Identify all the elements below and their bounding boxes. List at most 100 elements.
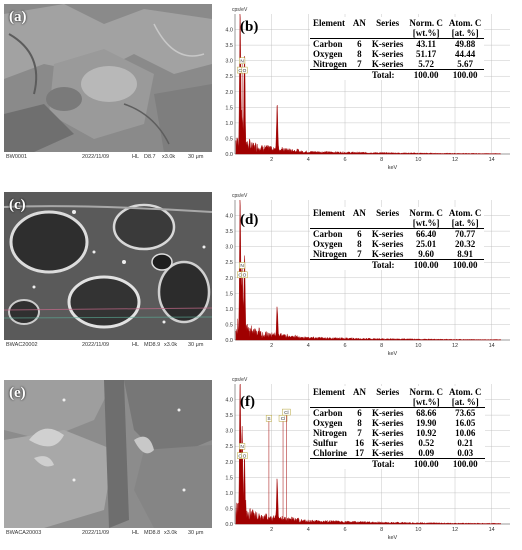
table-subheader (350, 397, 370, 408)
sem-date: 2022/11/09 (82, 530, 110, 536)
eds-spectrum-b: 0.0 0.5 1.0 1.5 2.0 2.5 3.0 3.5 4.0 2 4 6 8 10 12 14 cps… (218, 4, 518, 174)
table-cell: 51.17 (415, 49, 437, 59)
sem-magnification: x3.0k (164, 530, 178, 536)
y-tick-label: 1.0 (225, 307, 233, 313)
table-subheader: [wt.%] (406, 397, 447, 408)
table-total-cell: 100.00 (445, 259, 485, 270)
sem-scale-bar: 30 μm (188, 342, 204, 348)
table-row: Sulfur 16 K-series 0.52 0.21 (310, 438, 485, 448)
sem-image-id: BWAC20002 (6, 342, 38, 348)
table-total-cell: 100.00 (446, 458, 485, 469)
x-tick-label: 14 (489, 527, 495, 533)
table-cell: 7 (357, 59, 362, 69)
y-tick-label: 1.0 (225, 121, 233, 127)
peak-label-box (241, 66, 248, 74)
table-total-cell: 100.00 (445, 69, 485, 80)
table-row: Oxygen 8 K-series 19.90 16.05 (310, 418, 485, 428)
x-axis-label: keV (388, 165, 398, 171)
eds-spectrum-f: 0.0 0.5 1.0 1.5 2.0 2.5 3.0 3.5 4.0 2 4 6 8 10 12 14 cps… (218, 374, 518, 544)
table-cell: 5.72 (418, 59, 434, 69)
table-cell: 10.06 (455, 428, 476, 438)
table-cell: 5.67 (457, 59, 473, 69)
sem-image-id: BW0001 (6, 154, 28, 160)
peak-label: Cl (281, 416, 286, 422)
x-tick-label: 14 (489, 157, 495, 163)
table-subheader (368, 218, 407, 229)
table-subheader (310, 28, 350, 39)
table-header: Atom. C (448, 18, 482, 28)
x-tick-label: 8 (380, 527, 383, 533)
panel-letter-b: (b) (240, 19, 259, 35)
y-tick-label: 2.5 (225, 260, 233, 266)
table-row: Carbon 6 K-series 66.40 70.77 (310, 229, 484, 240)
x-tick-label: 4 (307, 343, 310, 349)
table-total-cell: 100.00 (406, 458, 447, 469)
y-tick-label: 4.0 (225, 398, 233, 404)
spectrum-series (235, 13, 502, 155)
y-axis-label: cps/eV (232, 7, 248, 13)
peak-label: C (238, 453, 242, 459)
peak-label-box (282, 408, 291, 416)
table-row: Oxygen 8 K-series 51.17 44.44 (310, 49, 484, 59)
table-subheader (369, 397, 407, 408)
table-cell: K-series (371, 59, 404, 69)
peak-label-box (239, 57, 246, 65)
x-axis-label: keV (388, 535, 398, 541)
table-cell: 6 (357, 408, 362, 418)
eds-table-d: Element AN Series Norm. C Atom. C [wt.%] [at. … (310, 207, 485, 270)
table-subheader: [wt.%] (406, 218, 446, 229)
table-header: Element (313, 387, 345, 397)
table-cell: 7 (357, 249, 362, 259)
table-cell: Oxygen (313, 49, 343, 59)
y-tick-label: 0.0 (225, 522, 233, 528)
x-tick-label: 2 (270, 527, 273, 533)
sem-working-distance: MD8.8 (144, 530, 161, 536)
peak-label: C (238, 68, 242, 74)
table-cell: 73.65 (455, 408, 476, 418)
y-axis-label: cps/eV (232, 377, 248, 383)
x-tick-label: 4 (307, 157, 310, 163)
table-total-cell: 100.00 (406, 69, 446, 80)
panel-letter-f: (f) (240, 394, 255, 410)
sem-image-id: BWACA20003 (6, 530, 42, 536)
table-cell: 70.77 (454, 229, 476, 239)
y-tick-label: 2.5 (225, 74, 233, 80)
peak-label: O (243, 453, 247, 459)
table-cell: 8 (357, 49, 362, 59)
y-tick-label: 0.5 (225, 322, 233, 328)
x-tick-label: 10 (415, 343, 421, 349)
y-tick-label: 3.0 (225, 245, 233, 251)
x-axis-label: keV (388, 351, 398, 357)
table-header: Atom. C (448, 208, 482, 218)
eds-spectrum-d: 0.0 0.5 1.0 1.5 2.0 2.5 3.0 3.5 4.0 2 4 6 8 10 12 14 cps… (218, 190, 518, 360)
panel-letter-a: (a) (9, 9, 27, 25)
table-cell: 19.90 (416, 418, 437, 428)
x-tick-label: 6 (343, 343, 346, 349)
y-tick-label: 1.5 (225, 105, 233, 111)
peak-label-box (265, 415, 272, 422)
table-cell: 16 (355, 438, 365, 448)
x-tick-label: 2 (270, 343, 273, 349)
table-cell: Oxygen (313, 418, 343, 428)
y-axis-label: cps/eV (232, 193, 248, 199)
table-cell: 43.11 (416, 39, 436, 49)
y-tick-label: 3.0 (225, 429, 233, 435)
peak-label: C (238, 272, 242, 278)
table-total-cell: 100.00 (406, 259, 446, 270)
x-tick-label: 8 (380, 157, 383, 163)
sem-date: 2022/11/09 (82, 342, 110, 348)
peak-label-box (241, 271, 248, 279)
table-cell: K-series (371, 49, 404, 59)
table-total-cell: Total: (368, 259, 407, 270)
table-cell: Carbon (313, 408, 343, 418)
table-cell: 8 (357, 239, 362, 249)
y-tick-label: 3.5 (225, 413, 233, 419)
sem-info-bar-a: BW0001 2022/11/09 HL D8.7 x3.0k 30 μm (4, 152, 212, 164)
table-cell: 6 (357, 229, 362, 239)
y-tick-label: 4.0 (225, 214, 233, 220)
sem-working-distance: D8.7 (144, 154, 156, 160)
sem-info-bar-c: BWAC20002 2022/11/09 HL MD8.9 x3.0k 30 μ… (4, 340, 212, 352)
table-row: Chlorine 17 K-series 0.09 0.03 (310, 448, 485, 459)
table-cell: K-series (371, 39, 404, 49)
x-tick-label: 12 (452, 343, 458, 349)
